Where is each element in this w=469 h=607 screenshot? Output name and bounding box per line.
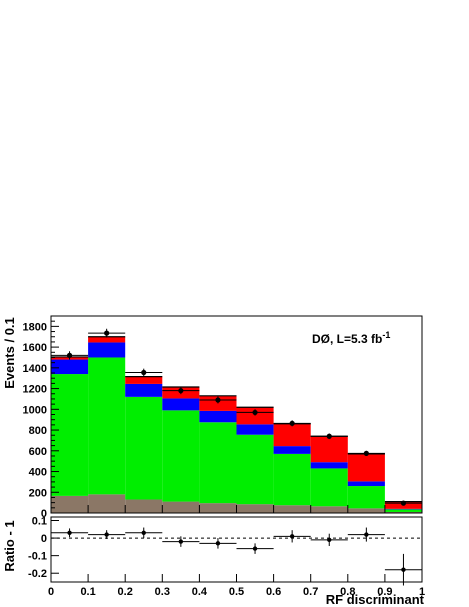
hist-bar-s1-b5	[236, 434, 274, 505]
hist-bar-s1-b0	[51, 374, 89, 496]
hist-bar-s1-b7	[310, 468, 348, 507]
hist-bar-s3-b8	[347, 453, 385, 482]
main-ytick-label-5: 1000	[23, 404, 47, 416]
hist-bar-s2-b9	[384, 508, 422, 510]
hist-bar-s3-b1	[88, 336, 126, 343]
main-ytick-label-0: 0	[41, 508, 47, 520]
y-axis-title-main: Events / 0.1	[2, 317, 17, 389]
main-panel: 0 200 400 600 800 1000 1200 1400 1600 1800	[23, 315, 423, 520]
main-ytick-label-1: 200	[29, 487, 47, 499]
hist-bar-s1-b2	[125, 396, 163, 500]
hist-bar-s0-b3	[162, 501, 200, 513]
hist-bar-s2-b3	[162, 398, 200, 411]
data-point-7	[326, 433, 332, 439]
x-axis-title: RF discriminant	[326, 592, 425, 607]
hist-bar-s2-b1	[88, 342, 126, 358]
ratio-xtick-label-5: 0.5	[229, 586, 244, 598]
ratio-xtick-label-9: 0.9	[377, 586, 392, 598]
hist-bar-s1-b6	[273, 453, 311, 506]
hist-bar-s2-b8	[347, 481, 385, 487]
data-point-3	[178, 388, 184, 394]
main-ytick-label-7: 1400	[23, 363, 47, 375]
ratio-point-8	[364, 532, 369, 537]
hist-bar-s0-b9	[384, 511, 422, 513]
data-point-9	[400, 500, 407, 506]
data-point-2	[141, 369, 147, 376]
hist-bar-s1-b3	[162, 410, 200, 502]
ratio-ytick-label-1: 0	[41, 533, 47, 545]
data-point-4	[215, 397, 221, 403]
ratio-xtick-label-10: 1	[419, 586, 425, 598]
ratio-ytick-label-2: -0.1	[28, 551, 47, 563]
luminosity-annotation: DØ, L=5.3 fb-1	[312, 330, 390, 346]
hist-bar-s0-b8	[347, 508, 385, 513]
main-ytick-label-8: 1600	[23, 342, 47, 354]
ratio-point-9	[401, 567, 406, 572]
ratio-xtick-label-0: 0	[48, 586, 54, 598]
data-point-1	[104, 330, 110, 336]
hist-bar-s1-b4	[199, 422, 237, 504]
main-ytick-label-3: 600	[29, 446, 47, 458]
hist-bar-s0-b0	[51, 495, 89, 513]
data-point-8	[363, 450, 369, 456]
hist-bar-s2-b7	[310, 462, 348, 469]
hist-bar-s0-b2	[125, 499, 163, 513]
ratio-xtick-label-8: 0.8	[340, 586, 355, 598]
hist-bar-s0-b1	[88, 494, 126, 513]
ratio-point-1	[104, 532, 109, 537]
luminosity-annotation-sup: -1	[382, 330, 390, 340]
ratio-xtick-label-6: 0.6	[266, 586, 281, 598]
ratio-panel: 0.10-0.1-0.20 0.1 0.2 0.3 0.4 0.5 0.6 0.7 0.8 0.9…	[28, 516, 425, 598]
hist-bar-s3-b5	[236, 407, 274, 425]
data-point-5	[252, 409, 258, 416]
hist-bar-s3-b7	[310, 436, 348, 463]
hist-bar-s1-b8	[347, 486, 385, 509]
hist-bar-s0-b4	[199, 503, 237, 513]
hist-bar-s1-b1	[88, 357, 126, 495]
ratio-point-5	[252, 546, 258, 551]
ratio-point-4	[215, 541, 221, 546]
main-ytick-label-2: 400	[29, 467, 47, 479]
ratio-ytick-label-3: -0.2	[28, 568, 47, 580]
data-point-6	[289, 420, 295, 426]
hist-bar-s3-b2	[125, 376, 163, 384]
ratio-point-0	[67, 530, 72, 536]
ratio-point-3	[178, 539, 184, 544]
hist-bar-s2-b6	[273, 446, 311, 454]
ratio-frame	[50, 516, 423, 583]
hist-bar-s0-b6	[273, 505, 311, 513]
hist-bar-s1-b9	[384, 509, 422, 512]
hist-bar-s0-b7	[310, 506, 348, 513]
hist-bar-s2-b5	[236, 424, 274, 435]
hist-bar-s2-b4	[199, 410, 237, 423]
data-point-0	[66, 352, 73, 358]
y-axis-title-ratio: Ratio - 1	[2, 520, 17, 571]
hist-bar-s2-b2	[125, 383, 163, 397]
ratio-point-6	[289, 534, 295, 539]
main-ytick-label-9: 1800	[23, 321, 47, 333]
ratio-xtick-label-7: 0.7	[303, 586, 318, 598]
main-ytick-label-4: 800	[29, 425, 47, 437]
ratio-ytick-label-0: 0.1	[32, 516, 47, 528]
ratio-point-7	[327, 537, 332, 543]
ratio-point-2	[141, 530, 146, 536]
ratio-xtick-label-1: 0.1	[80, 586, 95, 598]
ratio-xtick-label-2: 0.2	[118, 586, 133, 598]
main-ytick-label-6: 1200	[23, 384, 47, 396]
hist-bar-s0-b5	[236, 504, 274, 513]
ratio-xtick-label-4: 0.4	[192, 586, 208, 598]
ratio-xtick-label-3: 0.3	[155, 586, 170, 598]
hist-bar-s2-b0	[51, 359, 89, 375]
hist-bar-s3-b6	[273, 423, 311, 447]
luminosity-annotation-text: DØ, L=5.3 fb	[312, 332, 382, 346]
